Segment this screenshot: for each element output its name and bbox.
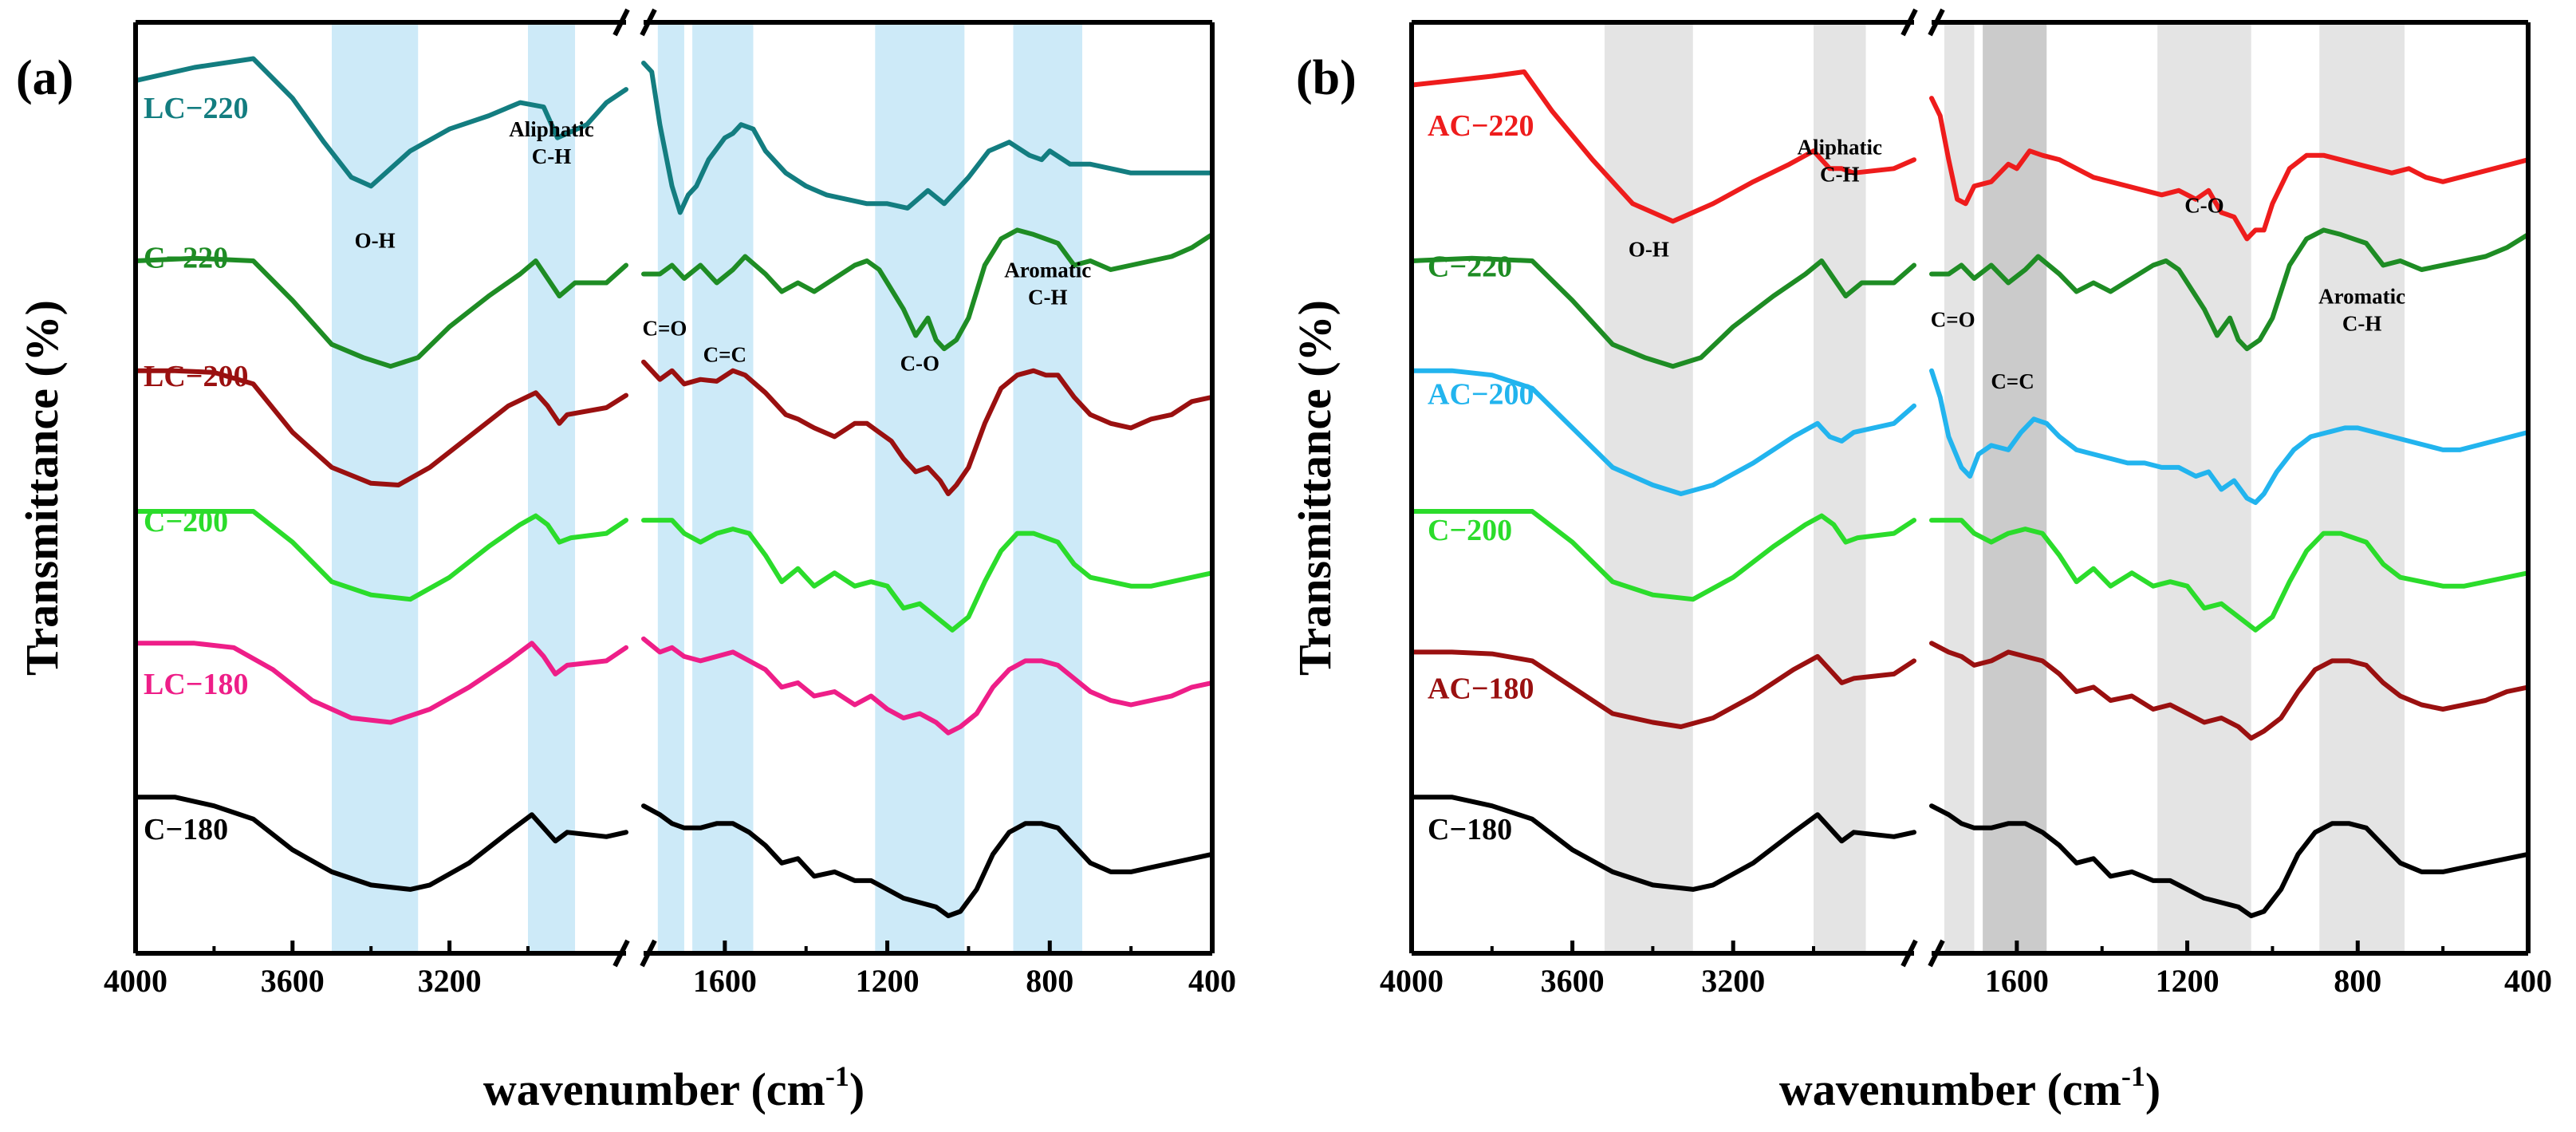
y-axis-title-1: Transmittance (%) [1289, 300, 1341, 676]
band-label-0-0: O-H [355, 228, 396, 252]
axis-break-mark-1-0-0 [1900, 8, 1918, 37]
band-0-1 [528, 22, 576, 953]
series-line-1-3-seg1 [1929, 518, 2531, 633]
band-1-4 [2157, 22, 2251, 953]
x-tick-label-1-1: 3600 [1541, 963, 1605, 999]
x-axis-title-0: wavenumber (cm-1) [483, 1060, 865, 1115]
series-label-1-3: C−200 [1428, 514, 1512, 547]
series-label-0-5: C−180 [144, 813, 228, 846]
x-tick-label-0-2: 3200 [418, 963, 482, 999]
band-1-2 [1944, 22, 1975, 953]
series-line-1-5-seg0 [1409, 795, 1916, 892]
x-tick-label-0-3: 1600 [693, 963, 757, 999]
x-tick-label-1-6: 400 [2504, 963, 2552, 999]
x-tick-label-1-4: 1200 [2156, 963, 2220, 999]
series-line-1-5-seg1 [1929, 803, 2531, 918]
series-line-0-4-seg1 [641, 636, 1215, 736]
axis-break-mark-1-0-1 [1928, 8, 1945, 37]
axis-break-mark-1-1-0 [1900, 939, 1918, 968]
series-line-0-5-seg0 [133, 795, 628, 892]
series-line-1-3-seg0 [1409, 509, 1916, 602]
axis-break-mark-0-1-1 [640, 939, 657, 968]
x-tick-label-0-6: 400 [1188, 963, 1236, 999]
panel-label-0: (a) [16, 51, 73, 105]
band-0-5 [1013, 22, 1083, 953]
series-line-1-1-seg1 [1929, 227, 2531, 352]
band-0-0 [332, 22, 419, 953]
series-line-0-2-seg1 [641, 359, 1215, 496]
series-label-0-1: C−220 [144, 241, 228, 274]
band-0-4 [875, 22, 965, 953]
band-label-0-5: Aromatic C-H [1004, 258, 1091, 310]
series-label-1-4: AC−180 [1428, 672, 1534, 705]
band-1-5 [2319, 22, 2405, 953]
x-tick-label-1-3: 1600 [1985, 963, 2049, 999]
series-line-1-0-seg0 [1409, 69, 1916, 224]
series-line-0-3-seg0 [133, 509, 628, 602]
band-1-0 [1604, 22, 1693, 953]
series-line-0-3-seg1 [641, 518, 1215, 633]
band-label-1-2: C=O [1931, 308, 1975, 332]
series-label-0-3: C−200 [144, 505, 228, 538]
series-line-0-1-seg1 [641, 227, 1215, 352]
x-tick-label-0-0: 4000 [104, 963, 167, 999]
series-label-1-5: C−180 [1428, 813, 1512, 846]
x-tick-label-1-2: 3200 [1701, 963, 1765, 999]
band-label-0-3: C=C [703, 343, 746, 367]
series-label-0-4: LC−180 [144, 668, 248, 701]
band-label-0-2: C=O [643, 317, 687, 341]
band-label-0-1: Aliphatic C-H [509, 117, 594, 168]
series-line-0-0-seg0 [133, 56, 628, 189]
band-label-1-0: O-H [1629, 237, 1669, 261]
x-tick-label-0-1: 3600 [261, 963, 325, 999]
series-line-0-5-seg1 [641, 803, 1215, 918]
band-label-1-4: C-O [2184, 193, 2224, 217]
series-label-1-2: AC−200 [1428, 377, 1534, 411]
series-label-0-2: LC−200 [144, 360, 248, 393]
series-line-1-4-seg0 [1409, 649, 1916, 729]
series-line-1-0-seg1 [1929, 96, 2531, 242]
x-tick-label-0-4: 1200 [856, 963, 920, 999]
axis-break-mark-0-0-1 [640, 8, 657, 37]
x-tick-label-0-5: 800 [1026, 963, 1073, 999]
band-0-3 [692, 22, 754, 953]
series-label-1-0: AC−220 [1428, 109, 1534, 143]
band-label-1-3: C=C [1991, 369, 2034, 393]
x-axis-title-1: wavenumber (cm-1) [1779, 1060, 2160, 1115]
series-label-1-1: C−220 [1428, 250, 1512, 283]
series-line-1-2-seg1 [1929, 368, 2531, 505]
series-line-0-4-seg0 [133, 641, 628, 725]
series-line-0-2-seg0 [133, 368, 628, 487]
x-tick-label-1-0: 4000 [1380, 963, 1444, 999]
axis-break-mark-0-0-0 [612, 8, 630, 37]
panel-label-1: (b) [1296, 51, 1357, 105]
series-line-1-2-seg0 [1409, 368, 1916, 496]
series-label-0-0: LC−220 [144, 92, 248, 125]
series-line-0-0-seg1 [641, 61, 1215, 215]
band-1-1 [1814, 22, 1866, 953]
series-line-1-4-seg1 [1929, 641, 2531, 741]
band-label-0-4: C-O [900, 352, 940, 376]
band-1-3 [1983, 22, 2047, 953]
axis-break-mark-1-1-1 [1928, 939, 1945, 968]
series-line-1-1-seg0 [1409, 255, 1916, 369]
band-label-1-1: Aliphatic C-H [1798, 135, 1883, 186]
band-label-1-5: Aromatic C-H [2318, 285, 2405, 336]
axis-break-mark-0-1-0 [612, 939, 630, 968]
y-axis-title-0: Transmittance (%) [16, 300, 68, 676]
series-line-0-1-seg0 [133, 255, 628, 369]
x-tick-label-1-5: 800 [2334, 963, 2381, 999]
